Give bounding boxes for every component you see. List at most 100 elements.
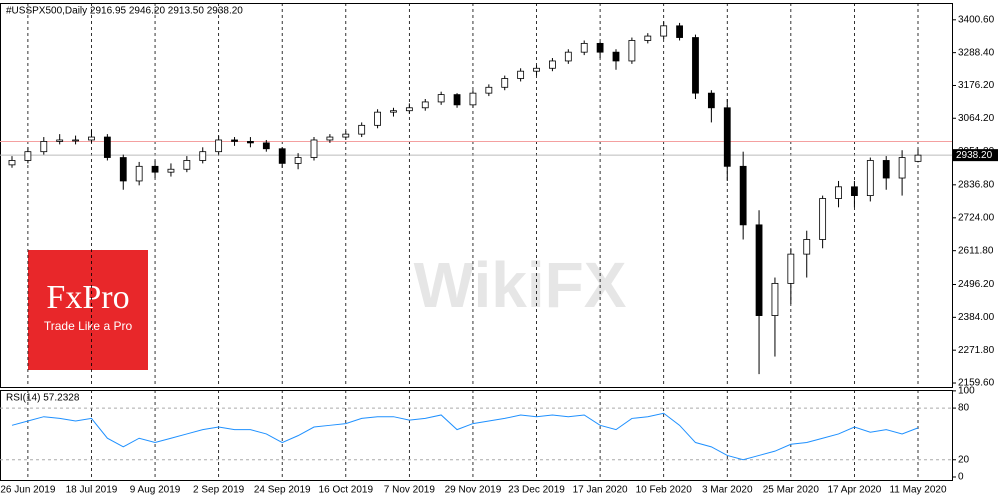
candle-body bbox=[151, 165, 159, 173]
candle-body bbox=[676, 25, 683, 38]
x-tick-label: 2 Sep 2019 bbox=[193, 485, 245, 496]
y-tick-label: 2611.80 bbox=[958, 245, 994, 256]
candle-body bbox=[390, 110, 397, 113]
y-tick-label: 2159.60 bbox=[958, 378, 995, 389]
y-tick-label: 0 bbox=[958, 472, 964, 483]
candle-body bbox=[437, 94, 445, 103]
candle-body bbox=[262, 142, 270, 150]
candle-body bbox=[88, 136, 95, 141]
y-tick-label: 3288.40 bbox=[958, 47, 995, 58]
indicator-label: RSI(14) 57.2328 bbox=[6, 393, 80, 404]
candle-body bbox=[501, 78, 509, 88]
candle-body bbox=[485, 86, 493, 94]
y-tick-label: 2724.00 bbox=[958, 212, 995, 223]
rsi-panel bbox=[0, 390, 953, 481]
candle-body bbox=[644, 35, 652, 41]
candle-body bbox=[119, 157, 127, 182]
candle-body bbox=[564, 51, 572, 62]
y-tick-label: 80 bbox=[958, 403, 970, 414]
candle-body bbox=[374, 111, 381, 126]
candle-body bbox=[215, 139, 223, 153]
x-tick-label: 25 Mar 2020 bbox=[763, 485, 820, 496]
x-tick-label: 18 Jul 2019 bbox=[66, 485, 118, 496]
candle-body bbox=[898, 157, 906, 179]
candle-body bbox=[199, 151, 207, 161]
candle-body bbox=[533, 67, 540, 72]
candle-body bbox=[231, 139, 238, 142]
last-price-label: 2938.20 bbox=[956, 150, 993, 161]
candle-body bbox=[914, 154, 922, 162]
candle-body bbox=[771, 282, 779, 316]
watermark: WikiFX bbox=[414, 249, 627, 321]
y-tick-label: 3400.60 bbox=[958, 14, 995, 25]
rsi-line bbox=[11, 412, 919, 461]
candle-body bbox=[469, 92, 477, 106]
candle-body bbox=[103, 136, 111, 158]
candle-body bbox=[803, 239, 811, 255]
candle-body bbox=[882, 160, 890, 179]
x-tick-label: 17 Jan 2020 bbox=[573, 485, 628, 496]
x-tick-label: 3 Mar 2020 bbox=[702, 485, 753, 496]
logo-title: FxPro bbox=[46, 279, 129, 316]
candle-body bbox=[8, 160, 16, 166]
chart-header: #USSPX500,Daily 2916.95 2946.20 2913.50 … bbox=[6, 6, 243, 17]
x-tick-label: 23 Dec 2019 bbox=[508, 485, 565, 496]
candle-body bbox=[835, 186, 842, 199]
x-tick-label: 10 Feb 2020 bbox=[636, 485, 693, 496]
candle-body bbox=[580, 42, 588, 53]
y-tick-label: 2836.80 bbox=[958, 179, 995, 190]
last-price-box bbox=[952, 149, 998, 162]
candle-body bbox=[135, 165, 143, 182]
x-tick-label: 16 Oct 2019 bbox=[319, 485, 374, 496]
y-tick-label: 100 bbox=[958, 386, 975, 397]
x-tick-label: 17 Apr 2020 bbox=[827, 485, 881, 496]
candle-body bbox=[596, 42, 604, 53]
y-tick-label: 2271.80 bbox=[958, 345, 995, 356]
candle-body bbox=[326, 136, 334, 141]
candle-body bbox=[549, 60, 556, 69]
branding: FxPro Trade Like a Pro bbox=[28, 250, 148, 370]
logo-subtitle: Trade Like a Pro bbox=[44, 319, 133, 333]
candle-body bbox=[294, 157, 302, 164]
candle-body bbox=[56, 139, 64, 142]
x-tick-label: 9 Aug 2019 bbox=[130, 485, 181, 496]
candle-body bbox=[278, 148, 286, 164]
y-tick-label: 3176.20 bbox=[958, 80, 995, 91]
candle-body bbox=[167, 168, 175, 173]
candle-body bbox=[247, 141, 254, 144]
price-panel bbox=[0, 3, 953, 388]
x-tick-label: 11 May 2020 bbox=[889, 485, 947, 496]
candle-body bbox=[707, 92, 715, 109]
y-tick-label: 2384.00 bbox=[958, 312, 995, 323]
candle-body bbox=[40, 141, 48, 153]
candle-body bbox=[405, 107, 413, 112]
candle-body bbox=[72, 139, 79, 142]
candle-body bbox=[517, 70, 525, 79]
candle-body bbox=[310, 139, 318, 158]
y-tick-label: 20 bbox=[958, 454, 970, 465]
candle-body bbox=[358, 124, 366, 135]
candle-body bbox=[851, 186, 858, 196]
candle-body bbox=[692, 37, 699, 94]
y-tick-label: 2496.20 bbox=[958, 279, 995, 290]
candle-body bbox=[183, 160, 191, 170]
candle-body bbox=[739, 165, 747, 226]
y-tick-label: 3064.20 bbox=[958, 113, 995, 124]
candle-body bbox=[24, 151, 32, 161]
x-tick-label: 29 Nov 2019 bbox=[445, 485, 502, 496]
x-tick-label: 26 Jun 2019 bbox=[0, 485, 55, 496]
candle-body bbox=[866, 160, 874, 196]
x-tick-label: 24 Sep 2019 bbox=[254, 485, 311, 496]
candle-body bbox=[453, 94, 461, 106]
candle-body bbox=[342, 133, 350, 138]
candle-body bbox=[628, 40, 636, 62]
logo-box bbox=[28, 250, 148, 370]
x-tick-label: 7 Nov 2019 bbox=[384, 485, 436, 496]
candle-body bbox=[723, 107, 731, 167]
candle-body bbox=[612, 51, 620, 62]
candle-body bbox=[660, 25, 668, 37]
candle-body bbox=[421, 101, 429, 109]
candle-body bbox=[819, 198, 827, 240]
